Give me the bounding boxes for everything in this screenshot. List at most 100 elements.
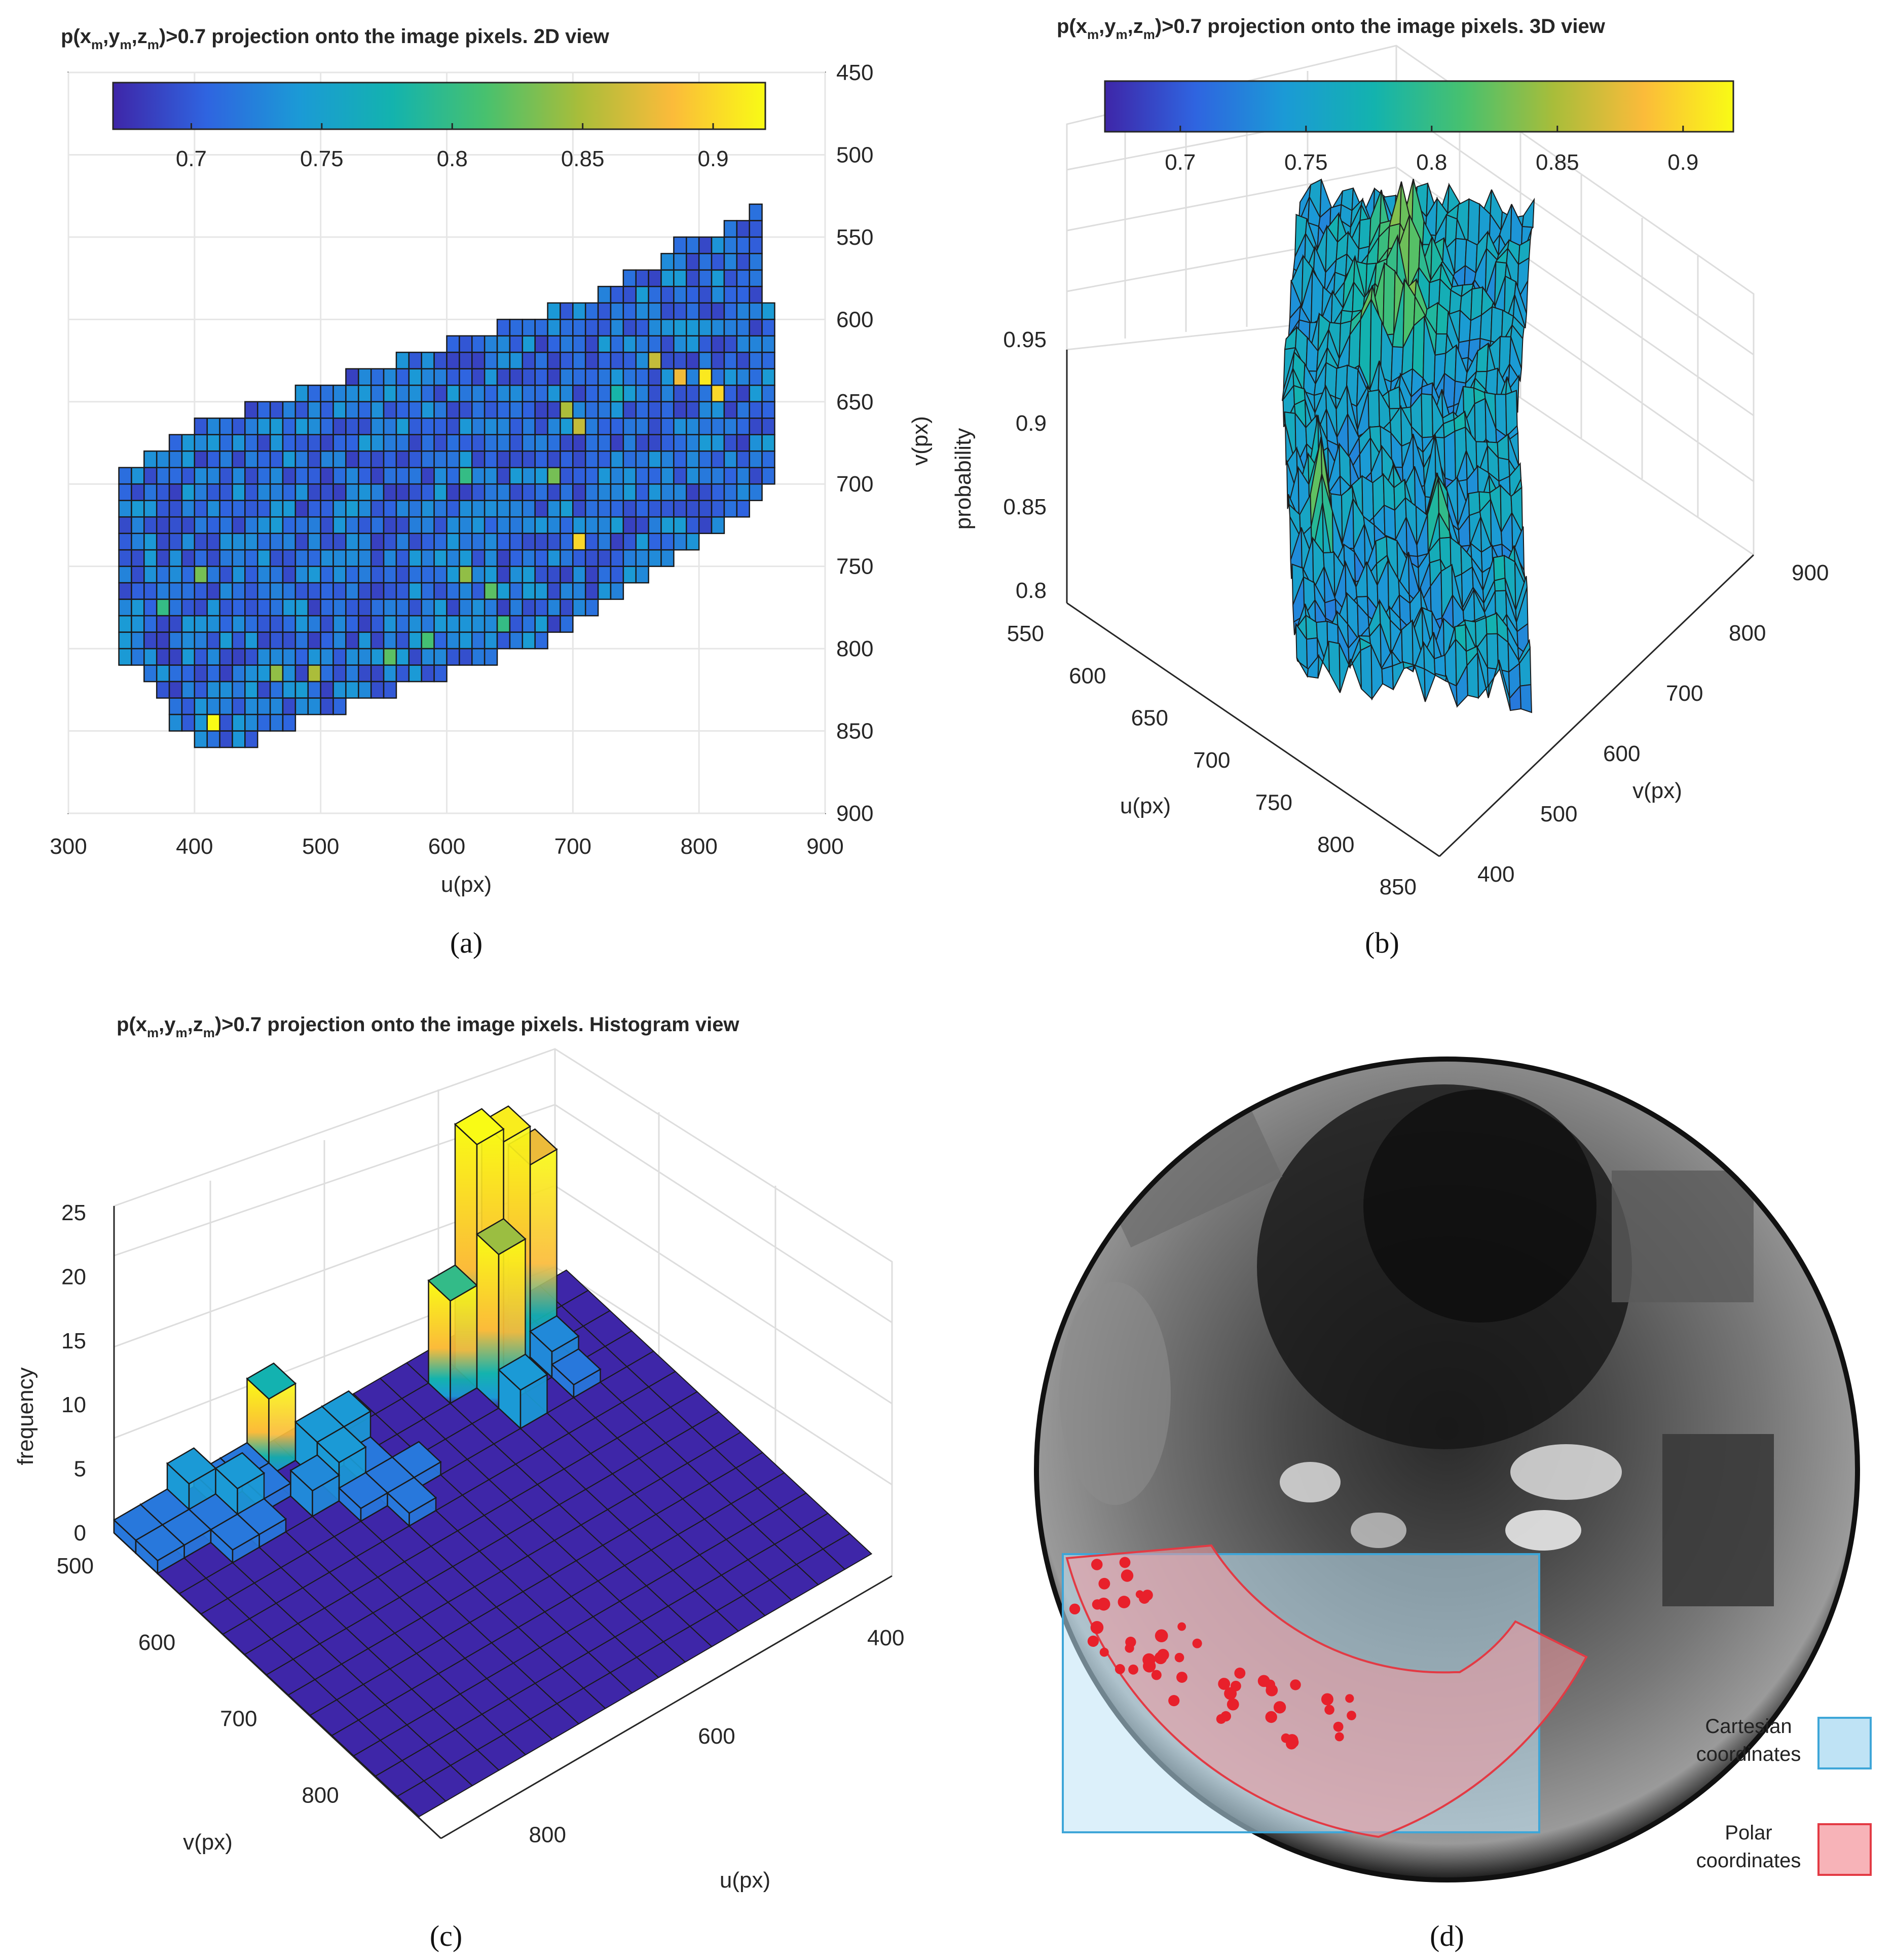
heatmap-cell: [345, 450, 359, 468]
title-text: ,y: [159, 1013, 176, 1036]
heatmap-cell: [206, 681, 220, 699]
heatmap-cell: [257, 533, 271, 551]
heatmap-cell: [635, 434, 649, 452]
heatmap-cell: [219, 450, 233, 468]
heatmap-cell: [446, 631, 460, 650]
heatmap-cell: [320, 697, 334, 715]
heatmap-cell: [560, 418, 574, 436]
heatmap-cell: [711, 253, 725, 271]
heatmap-cell: [168, 615, 183, 633]
heatmap-cell: [547, 401, 561, 419]
heatmap-cell: [408, 434, 422, 452]
heatmap-cell: [723, 236, 738, 254]
u-tick-label: 750: [1255, 790, 1292, 815]
heatmap-cell: [534, 418, 548, 436]
legend-polar-line2: coordinates: [1696, 1850, 1801, 1872]
heatmap-cell: [307, 385, 321, 403]
heatmap-cell: [433, 598, 448, 617]
heatmap-cell: [307, 500, 321, 518]
heatmap-cell: [459, 335, 473, 353]
heatmap-cell: [610, 352, 624, 370]
heatmap-cell: [509, 352, 524, 370]
polar-point: [1257, 1675, 1270, 1687]
v-tick-label: 800: [302, 1783, 339, 1807]
heatmap-cell: [219, 730, 233, 748]
heatmap-cell: [673, 483, 687, 501]
heatmap-cell: [294, 533, 309, 551]
heatmap-cell: [496, 533, 511, 551]
panel-b: p(xm,ym,zm)>0.7 projection onto the imag…: [951, 15, 1829, 959]
panel-b-axes-lines: [1066, 350, 1755, 857]
heatmap-cell: [648, 269, 662, 287]
heatmap-cell: [584, 418, 599, 436]
heatmap-cell: [118, 549, 132, 567]
heatmap-cell: [723, 220, 738, 238]
heatmap-cell: [484, 598, 498, 617]
v-tick-label: 600: [1603, 741, 1640, 766]
heatmap-cell: [294, 697, 309, 715]
heatmap-cell: [345, 664, 359, 683]
heatmap-cell: [509, 335, 524, 353]
heatmap-cell: [610, 533, 624, 551]
heatmap-cell: [660, 401, 675, 419]
heatmap-cell: [584, 385, 599, 403]
heatmap-cell: [408, 385, 422, 403]
heatmap-cell: [560, 566, 574, 584]
heatmap-cell: [686, 434, 700, 452]
heatmap-cell: [181, 582, 196, 600]
bar-face-top: [246, 1362, 297, 1400]
title-text: ,z: [1128, 15, 1143, 37]
heatmap-cell: [370, 368, 385, 386]
heatmap-cell: [181, 598, 196, 617]
heatmap-cell: [156, 500, 170, 518]
heatmap-cell: [534, 368, 548, 386]
heatmap-cell: [370, 664, 385, 683]
heatmap-cell: [723, 450, 738, 468]
heatmap-cell: [509, 566, 524, 584]
heatmap-cell: [711, 335, 725, 353]
heatmap-cell: [484, 368, 498, 386]
heatmap-cell: [307, 615, 321, 633]
heatmap-cell: [560, 549, 574, 567]
heatmap-cell: [294, 385, 309, 403]
heatmap-cell: [257, 631, 271, 650]
heatmap-cell: [194, 566, 208, 584]
heatmap-cell: [232, 500, 246, 518]
heatmap-cell: [622, 549, 637, 567]
heatmap-cell: [408, 368, 422, 386]
heatmap-cell: [509, 615, 524, 633]
heatmap-cell: [282, 450, 296, 468]
heatmap-cell: [156, 549, 170, 567]
heatmap-cell: [168, 450, 183, 468]
heatmap-cell: [320, 631, 334, 650]
polar-point: [1227, 1698, 1239, 1711]
heatmap-cell: [686, 385, 700, 403]
heatmap-cell: [496, 500, 511, 518]
heatmap-cell: [345, 483, 359, 501]
polar-point: [1333, 1721, 1344, 1732]
heatmap-cell: [194, 582, 208, 600]
heatmap-cell: [534, 385, 548, 403]
heatmap-cell: [572, 335, 586, 353]
heatmap-cell: [131, 648, 145, 666]
heatmap-cell: [522, 368, 536, 386]
heatmap-cell: [219, 615, 233, 633]
colorbar-tick-label: 0.7: [1165, 150, 1196, 175]
heatmap-cell: [257, 648, 271, 666]
heatmap-cell: [572, 352, 586, 370]
heatmap-cell: [522, 450, 536, 468]
heatmap-cell: [282, 418, 296, 436]
heatmap-cell: [232, 713, 246, 732]
heatmap-cell: [194, 648, 208, 666]
heatmap-cell: [584, 302, 599, 320]
heatmap-cell: [219, 533, 233, 551]
heatmap-cell: [496, 450, 511, 468]
heatmap-cell: [635, 368, 649, 386]
heatmap-cell: [686, 450, 700, 468]
heatmap-cell: [648, 368, 662, 386]
heatmap-cell: [433, 533, 448, 551]
heatmap-cell: [560, 352, 574, 370]
heatmap-cell: [156, 483, 170, 501]
heatmap-cell: [421, 582, 435, 600]
heatmap-cell: [749, 203, 763, 221]
